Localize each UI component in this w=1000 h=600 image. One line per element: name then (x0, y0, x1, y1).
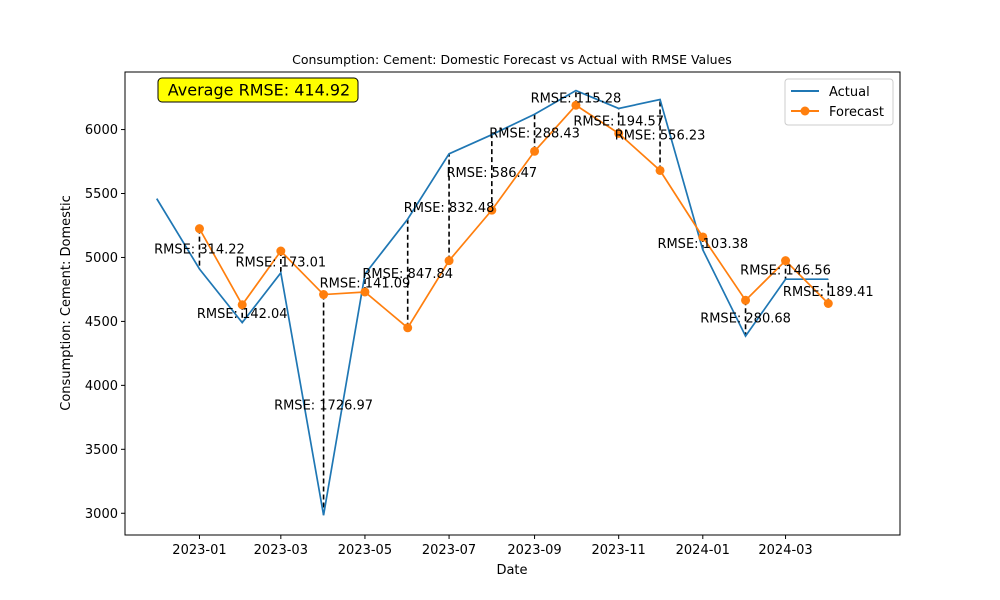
x-tick-label: 2023-11 (592, 543, 646, 558)
y-tick-label: 4000 (85, 379, 118, 394)
forecast-point (487, 205, 497, 215)
forecast-point (194, 224, 204, 234)
forecast-point (360, 287, 370, 297)
x-tick-label: 2023-05 (338, 543, 392, 558)
rmse-annotation: RMSE: 556.23 (615, 128, 706, 143)
rmse-annotation: RMSE: 141.09 (320, 277, 411, 292)
forecast-point (741, 295, 751, 305)
y-tick-label: 3500 (85, 443, 118, 458)
forecast-point (319, 290, 329, 300)
plot-area: RMSE: 314.22 RMSE: 142.04 RMSE: 173.01 RMSE… (154, 89, 874, 516)
rmse-annotation: RMSE: 586.47 (446, 166, 537, 181)
forecast-point (276, 246, 286, 256)
y-axis: 3000 3500 4000 4500 5000 5500 6000 (85, 123, 125, 522)
x-tick-label: 2023-01 (172, 543, 226, 558)
rmse-annotation: RMSE: 832.48 (404, 201, 495, 216)
y-tick-label: 4500 (85, 315, 118, 330)
rmse-annotation: RMSE: 115.28 (531, 91, 622, 106)
forecast-point (571, 100, 581, 110)
rmse-annotation: RMSE: 194.57 (573, 114, 664, 129)
rmse-annotation: RMSE: 288.43 (489, 126, 580, 141)
average-rmse-background (157, 77, 359, 103)
average-rmse-box: Average RMSE: 414.92 (157, 77, 359, 103)
legend: Actual Forecast (784, 78, 894, 126)
rmse-annotation: RMSE: 142.04 (197, 307, 288, 322)
forecast-point (698, 232, 708, 242)
y-axis-label: Consumption: Cement: Domestic (59, 195, 74, 410)
forecast-point (823, 299, 833, 308)
forecast-point (655, 165, 665, 175)
rmse-annotation: RMSE: 1726.97 (274, 398, 373, 413)
forecast-point (781, 256, 791, 266)
rmse-annotation: RMSE: 173.01 (235, 255, 326, 270)
x-tick-label: 2023-03 (254, 543, 308, 558)
rmse-annotation: RMSE: 280.68 (700, 312, 791, 327)
rmse-annotation: RMSE: 847.84 (362, 267, 453, 282)
forecast-point (614, 128, 624, 138)
actual-series-line (155, 89, 829, 516)
x-axis: 2023-01 2023-03 2023-05 2023-07 2023-09 2023-… (172, 535, 813, 558)
y-tick-label: 5000 (85, 251, 118, 266)
chart-title: Consumption: Cement: Domestic Forecast v… (292, 52, 732, 67)
x-tick-label: 2023-07 (422, 543, 476, 558)
average-rmse-text: Average RMSE: 414.92 (168, 81, 350, 100)
forecast-series-line (198, 104, 829, 330)
legend-forecast-label: Forecast (829, 105, 884, 120)
y-tick-label: 3000 (85, 507, 118, 522)
rmse-annotation: RMSE: 103.38 (657, 237, 748, 252)
x-tick-label: 2024-03 (758, 543, 812, 558)
forecast-point (403, 323, 413, 333)
forecast-point (530, 146, 540, 156)
forecast-point (444, 256, 454, 266)
y-tick-label: 5500 (85, 187, 118, 202)
rmse-annotation: RMSE: 189.41 (783, 285, 874, 300)
x-tick-label: 2023-09 (507, 543, 561, 558)
rmse-annotation: RMSE: 146.56 (740, 263, 831, 278)
y-tick-label: 6000 (85, 123, 118, 138)
legend-forecast-marker (800, 106, 810, 116)
rmse-annotation: RMSE: 314.22 (154, 242, 245, 257)
x-tick-label: 2024-01 (676, 543, 730, 558)
legend-actual-label: Actual (829, 85, 870, 100)
plot-frame (124, 71, 901, 536)
x-axis-label: Date (496, 563, 527, 578)
forecast-point (237, 300, 247, 310)
